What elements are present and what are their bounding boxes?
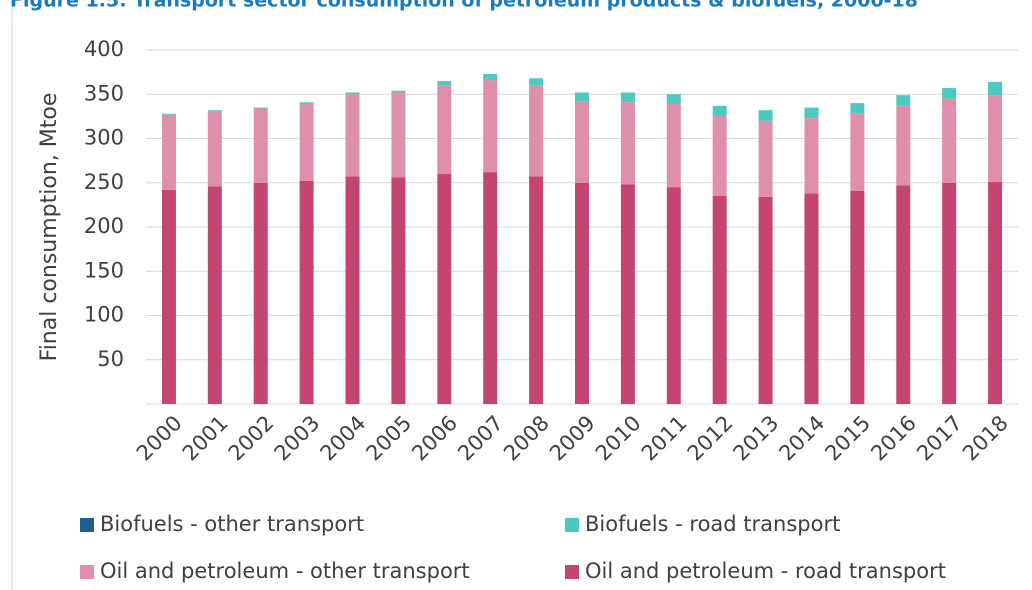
bar-segment [207,186,222,404]
bar-segment [299,102,314,104]
bar-segment [850,113,865,191]
bar-segment [483,80,498,173]
bar-segment [850,103,865,114]
bar-segment [620,184,635,404]
y-tick-label: 250 [84,170,124,194]
bar-segment [942,182,957,404]
bar-segment [575,182,589,404]
x-tick-label: 2002 [224,411,279,466]
bar-segment [666,103,681,188]
bar-segment [345,94,360,177]
bar-segment [758,196,773,404]
x-tick-label: 2009 [545,411,600,466]
x-tick-label: 2011 [637,411,692,466]
bar-segment [804,193,819,404]
bar-segment [988,81,1003,96]
bar-segment [207,111,222,187]
legend-swatch [80,565,94,579]
y-tick-label: 400 [84,37,124,61]
legend-label: Oil and petroleum - other transport [100,559,470,583]
x-tick-label: 2010 [591,411,646,466]
bar-segment [483,172,498,404]
y-tick-label: 300 [84,126,124,150]
y-tick-label: 100 [84,303,124,327]
bar-segment [850,190,865,404]
x-tick-label: 2003 [270,411,325,466]
bar-segment [896,95,911,106]
bar-segment [804,107,819,119]
x-tick-label: 2013 [729,411,784,466]
x-tick-label: 2006 [407,411,462,466]
y-tick-label: 350 [84,81,124,105]
x-tick-label: 2014 [774,411,829,466]
bar-segment [299,103,314,181]
bar-segment [437,173,452,404]
bar-segment [299,180,314,404]
bar-segment [712,115,727,197]
bar-segment [161,113,176,115]
bar-segment [391,90,406,93]
chart-title: Figure 1.5: Transport sector consumption… [10,0,918,12]
bar-segment [896,185,911,404]
bar-segment [804,118,819,194]
legend-swatch [80,518,94,532]
y-tick-label: 50 [97,347,124,371]
x-tick-label: 2012 [683,411,738,466]
bar-segment [575,101,589,183]
bar-segment [253,182,268,404]
bar-segment [437,85,452,174]
bar-segment [483,73,498,81]
y-tick-label: 200 [84,214,124,238]
bar-segment [529,78,544,86]
legend-label: Biofuels - road transport [585,512,840,536]
bar-segment [666,94,681,104]
bar-segment [529,85,544,177]
x-tick-label: 2007 [453,411,508,466]
bar-segment [575,92,589,102]
x-tick-label: 2005 [361,411,416,466]
legend-swatch [565,565,579,579]
x-tick-label: 2016 [866,411,921,466]
bar-segment [758,120,773,197]
x-tick-label: 2000 [132,411,187,466]
bar-segment [391,177,406,404]
bar-segment [712,105,727,116]
y-tick-label: 150 [84,258,124,282]
x-tick-label: 2008 [499,411,554,466]
bar-segment [345,176,360,404]
y-axis-label: Final consumption, Mtoe [37,93,62,362]
x-tick-label: 2015 [820,411,875,466]
bar-segment [161,114,176,190]
bar-segment [391,92,406,178]
bar-segment [253,107,268,109]
bar-segment [942,98,957,183]
bar-segment [942,88,957,99]
legend-swatch [565,518,579,532]
bar-segment [345,92,360,95]
legend-label: Biofuels - other transport [100,512,364,536]
bar-segment [896,105,911,186]
bar-segment [988,181,1003,404]
x-tick-label: 2018 [958,411,1013,466]
bar-segment [529,176,544,404]
bar-segment [437,80,452,86]
legend-label: Oil and petroleum - road transport [585,559,946,583]
bar-segment [161,189,176,404]
x-tick-label: 2001 [178,411,233,466]
x-tick-label: 2017 [912,411,967,466]
bar-segment [620,102,635,185]
bar-segment [620,92,635,103]
x-tick-label: 2004 [316,411,371,466]
bar-segment [666,187,681,404]
bar-segment [253,108,268,183]
bar-segment [988,95,1003,182]
bar-segment [758,110,773,121]
bar-segment [207,110,222,112]
bar-segment [712,196,727,404]
